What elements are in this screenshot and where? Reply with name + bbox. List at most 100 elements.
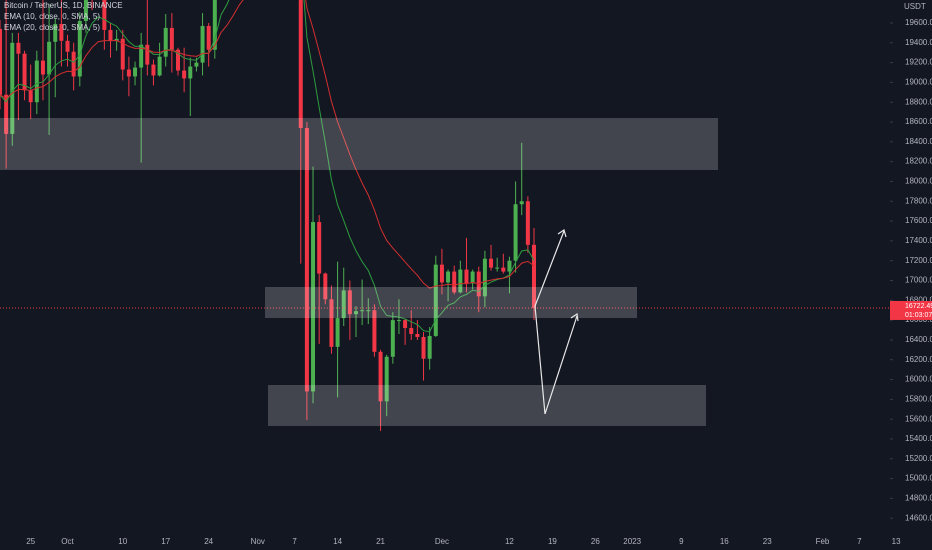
- x-tick-label: Feb: [816, 537, 830, 546]
- last-price-badge: [890, 300, 932, 320]
- candle-body: [163, 27, 168, 57]
- candle-body: [532, 244, 536, 308]
- y-tick-label: 16800.00: [905, 295, 932, 304]
- x-tick-label: 7: [292, 537, 297, 546]
- candle-body: [188, 66, 193, 79]
- arrow-head: [570, 312, 579, 322]
- y-tick-label: 19200.00: [905, 58, 932, 67]
- candle-body: [108, 29, 113, 41]
- candle-body: [507, 260, 512, 272]
- candle-body: [482, 258, 487, 297]
- y-tick-label: 18800.00: [905, 97, 932, 106]
- candle-body: [317, 222, 322, 274]
- y-tick-label: 18000.00: [905, 177, 932, 186]
- candle-body: [384, 356, 389, 402]
- candle-body: [366, 310, 371, 312]
- candle-body: [120, 38, 125, 70]
- candle-body: [329, 299, 334, 347]
- candle-body: [427, 335, 432, 359]
- x-tick-label: 9: [679, 537, 684, 546]
- candle-body: [145, 44, 150, 65]
- candle-body: [53, 23, 58, 42]
- candle-body: [335, 318, 340, 347]
- candle-body: [304, 127, 309, 392]
- candle-body: [126, 69, 131, 77]
- x-tick-label: 23: [763, 537, 772, 546]
- indicator-label: EMA (10, close, 0, SMA, 5): [4, 12, 100, 21]
- candle-body: [71, 51, 76, 77]
- y-tick-label: 17000.00: [905, 276, 932, 285]
- candle-body: [59, 23, 64, 41]
- x-tick-label: 17: [161, 537, 170, 546]
- candle-body: [200, 25, 205, 63]
- x-tick-label: Oct: [61, 537, 74, 546]
- candle-body: [378, 351, 383, 402]
- candle-body: [16, 42, 21, 54]
- candle-body: [311, 222, 316, 392]
- candle-body: [360, 310, 365, 312]
- zone: [265, 287, 637, 318]
- x-tick-label: Nov: [251, 537, 265, 546]
- candle-body: [458, 269, 463, 293]
- candle-body: [354, 311, 358, 315]
- candle-body: [40, 60, 45, 75]
- x-tick-label: 25: [26, 537, 35, 546]
- candle-body: [525, 201, 530, 245]
- candle-body: [409, 328, 414, 334]
- candle-body: [34, 60, 39, 103]
- y-tick-label: 16400.00: [905, 335, 932, 344]
- ema-line: [0, 0, 535, 333]
- candle-body: [0, 28, 2, 95]
- candle-body: [501, 267, 506, 272]
- candle-body: [139, 44, 144, 68]
- y-tick-label: 14600.00: [905, 513, 932, 522]
- zone: [0, 118, 718, 170]
- arrow: [534, 305, 578, 415]
- candle-body: [421, 336, 426, 359]
- candle-body: [495, 267, 500, 269]
- x-tick-label: 10: [118, 537, 127, 546]
- x-tick-label: 21: [376, 537, 385, 546]
- candle-body: [176, 49, 180, 71]
- candle-body: [28, 90, 33, 103]
- plot-area: [0, 0, 890, 432]
- candle-body: [415, 333, 420, 337]
- candle-body: [396, 320, 401, 322]
- y-tick-label: 15600.00: [905, 414, 932, 423]
- arrows: [534, 229, 579, 415]
- y-tick-label: 17200.00: [905, 256, 932, 265]
- candle-body: [169, 27, 174, 50]
- candle-body: [83, 0, 88, 21]
- y-tick-label: 19600.00: [905, 18, 932, 27]
- y-tick-label: 14800.00: [905, 493, 932, 502]
- y-tick-label: 17400.00: [905, 236, 932, 245]
- candle-body: [182, 70, 187, 79]
- zone: [268, 385, 706, 426]
- candle-body: [439, 264, 444, 283]
- candle-body: [4, 94, 9, 134]
- x-tick-label: 14: [333, 537, 342, 546]
- y-tick-label: 15400.00: [905, 434, 932, 443]
- arrow: [534, 230, 565, 307]
- candle-body: [513, 204, 518, 261]
- y-tick-label: 16000.00: [905, 375, 932, 384]
- y-tick-label: 17800.00: [905, 196, 932, 205]
- y-tick-label: 16200.00: [905, 355, 932, 364]
- y-tick-label: 15000.00: [905, 474, 932, 483]
- chart-title: Bitcoin / TetherUS, 1D, BINANCE: [4, 1, 123, 10]
- candle-body: [519, 201, 524, 205]
- candle-body: [206, 25, 211, 50]
- candle-body: [298, 0, 303, 128]
- candle-body: [22, 53, 27, 91]
- candle-body: [212, 0, 217, 50]
- candle-body: [102, 0, 107, 30]
- candle-body: [390, 320, 395, 357]
- candle-body: [489, 258, 494, 268]
- candle-body: [372, 310, 377, 352]
- y-tick-label: 18600.00: [905, 117, 932, 126]
- x-tick-label: 7: [857, 537, 862, 546]
- unit-label: USDT: [904, 2, 926, 11]
- x-tick-label: 2023: [623, 537, 641, 546]
- candle-body: [347, 290, 352, 315]
